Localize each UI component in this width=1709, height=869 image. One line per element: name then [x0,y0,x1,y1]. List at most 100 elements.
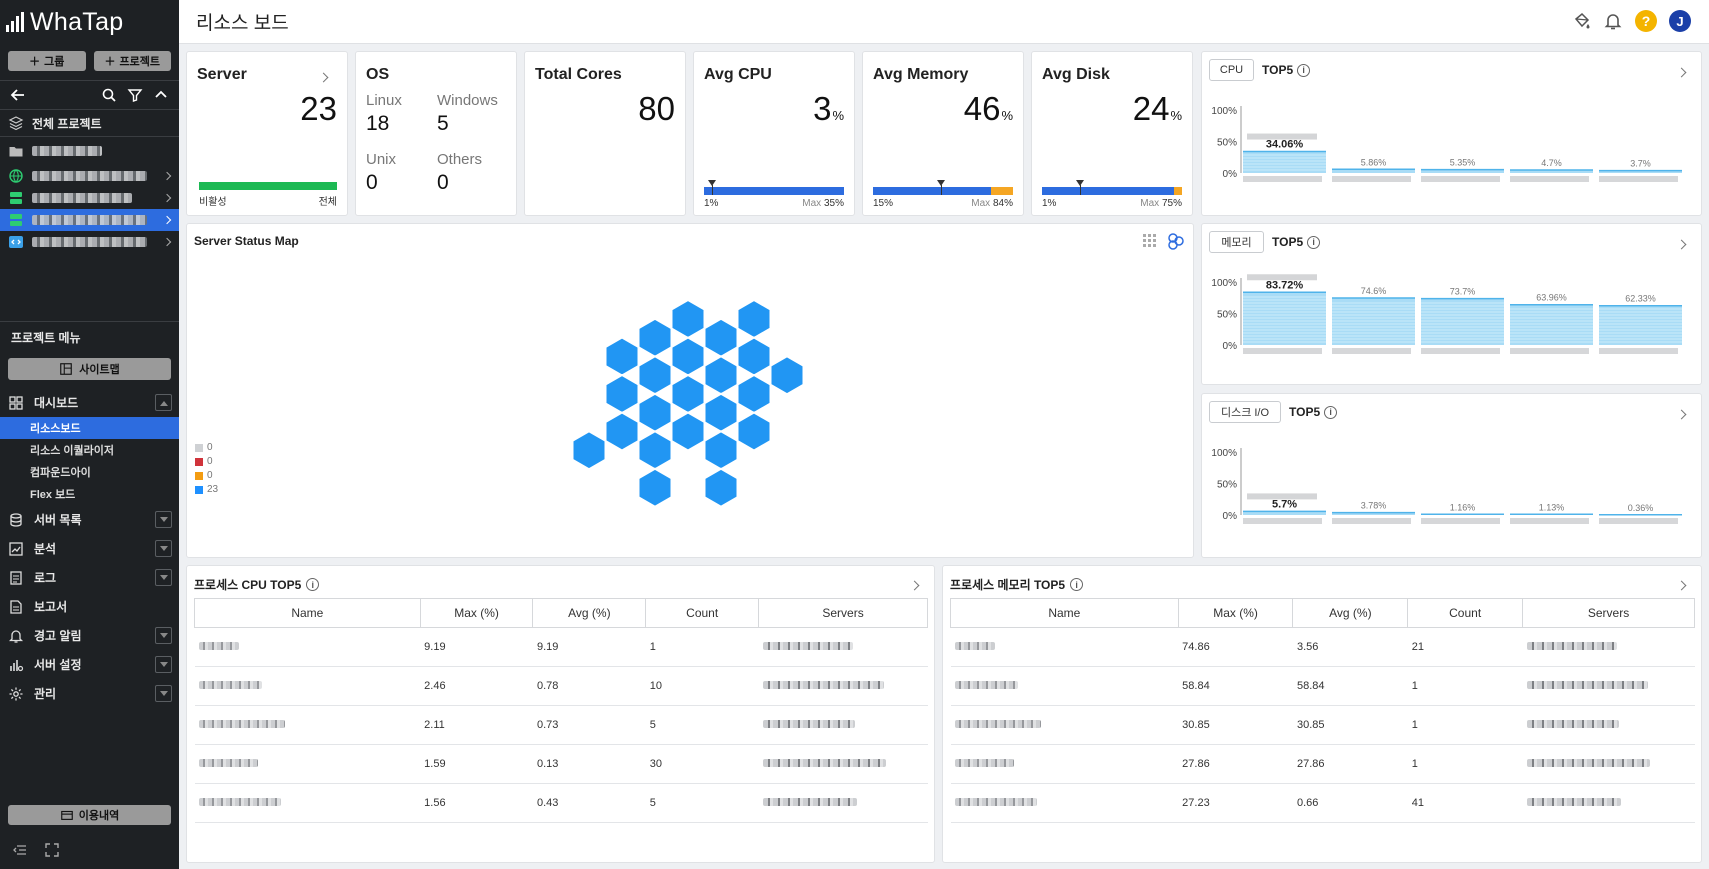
chevron-right-icon[interactable] [318,72,329,83]
server-hexagon[interactable] [703,392,739,433]
collapse-toggle[interactable] [155,394,172,411]
top5-bar[interactable] [1332,169,1415,173]
help-icon[interactable]: ? [1635,10,1657,32]
top5-bar[interactable] [1332,298,1415,345]
submenu-compound-eye[interactable]: 컴파운드아이 [30,467,91,479]
column-header[interactable]: Avg (%) [1292,598,1409,628]
add-group-button[interactable]: ＋ 그룹 [8,51,86,71]
server-hexagon[interactable] [736,298,772,340]
cpu-tag[interactable]: CPU [1209,59,1254,81]
top5-bar[interactable] [1243,151,1326,173]
table-row[interactable]: 1.56 0.43 5 [194,783,928,823]
expand-toggle[interactable] [155,511,172,528]
server-hexagon[interactable] [769,355,805,396]
project-item[interactable] [0,231,179,253]
column-header[interactable]: Max (%) [419,598,534,628]
server-hexagon[interactable] [703,355,739,396]
server-hexagon[interactable] [604,336,640,377]
info-icon[interactable]: i [1324,405,1338,419]
server-hexagon[interactable] [670,336,706,377]
sitemap-button[interactable]: 사이트맵 [8,358,171,380]
avatar[interactable]: J [1669,10,1691,32]
column-header[interactable]: Count [1407,598,1524,628]
server-hexagon[interactable] [670,373,706,415]
notification-bell-icon[interactable] [1603,11,1623,31]
server-hexagon[interactable] [604,411,640,452]
table-row[interactable]: 9.19 9.19 1 [194,627,928,667]
expand-toggle[interactable] [155,685,172,702]
add-project-button[interactable]: ＋ 프로젝트 [93,51,171,71]
menu-server-settings[interactable]: 서버 설정 [0,650,179,679]
table-row[interactable]: 27.86 27.86 1 [950,744,1695,784]
top5-bar[interactable] [1599,170,1682,173]
grid-view-icon[interactable] [1143,234,1157,248]
all-projects-item[interactable]: 전체 프로젝트 [0,109,179,137]
server-hexagon[interactable] [736,373,772,415]
server-hexagon[interactable] [703,317,739,358]
server-hexagon[interactable] [736,336,772,377]
submenu-resource-board[interactable]: 리소스보드 [0,417,179,439]
server-card[interactable]: Server 23 비활성 전체 [186,51,348,216]
hexagon-view-icon[interactable] [1167,232,1185,250]
table-row[interactable]: 2.46 0.78 10 [194,666,928,706]
menu-analysis[interactable]: 분석 [0,534,179,563]
table-row[interactable]: 1.59 0.13 30 [194,744,928,784]
expand-toggle[interactable] [155,540,172,557]
table-row[interactable]: 27.23 0.66 41 [950,783,1695,823]
server-hexagon[interactable] [703,430,739,471]
top5-bar[interactable] [1510,304,1593,345]
column-header[interactable]: Avg (%) [532,598,647,628]
chevron-right-icon[interactable] [909,580,920,591]
top5-bar[interactable] [1421,298,1504,345]
submenu-resource-equalizer[interactable]: 리소스 이퀄라이저 [30,445,115,457]
info-icon[interactable]: i [306,578,320,591]
server-hexagon[interactable] [637,355,673,396]
server-hexagon[interactable] [670,298,706,340]
collapse-sidebar-icon[interactable] [12,842,28,858]
info-icon[interactable]: i [1307,235,1321,249]
server-hexagon[interactable] [637,430,673,471]
menu-server-list[interactable]: 서버 목록 [0,505,179,534]
expand-toggle[interactable] [155,569,172,586]
chevron-right-icon[interactable] [1676,580,1687,591]
top5-bar[interactable] [1421,169,1504,173]
back-arrow-icon[interactable] [10,87,26,103]
submenu-flex-board[interactable]: Flex 보드 [30,489,76,501]
expand-toggle[interactable] [155,627,172,644]
server-hexagon[interactable] [670,411,706,452]
server-hexagon[interactable] [604,373,640,415]
server-hexagon[interactable] [571,430,607,471]
project-group-item[interactable] [0,137,179,165]
table-row[interactable]: 2.11 0.73 5 [194,705,928,745]
menu-log[interactable]: 로그 [0,563,179,592]
search-icon[interactable] [101,87,117,103]
server-hexagon[interactable] [703,467,739,508]
usage-button[interactable]: 이용내역 [8,805,171,825]
top5-bar[interactable] [1510,170,1593,173]
fullscreen-icon[interactable] [44,842,60,858]
chevron-up-icon[interactable] [153,87,169,103]
status-hex-map[interactable] [187,224,1195,559]
paint-bucket-icon[interactable] [1571,11,1591,31]
table-row[interactable]: 74.86 3.56 21 [950,627,1695,667]
info-icon[interactable]: i [1070,578,1084,591]
server-hexagon[interactable] [736,411,772,452]
project-item-selected[interactable] [0,209,179,231]
memory-tag[interactable]: 메모리 [1209,231,1264,253]
filter-icon[interactable] [127,87,143,103]
menu-alert[interactable]: 경고 알림 [0,621,179,650]
table-row[interactable]: 30.85 30.85 1 [950,705,1695,745]
expand-toggle[interactable] [155,656,172,673]
column-header[interactable]: Servers [758,598,928,628]
column-header[interactable]: Count [645,598,760,628]
cpu-top5-panel[interactable]: CPU TOP5 i 100% 50% 0% 34.06% 5.86% 5.35% 4.7% 3… [1201,51,1702,216]
memory-top5-panel[interactable]: 메모리 TOP5 i 100% 50% 0% 83.72% 74.6% 73.7% 63.96… [1201,223,1702,385]
column-header[interactable]: Servers [1522,598,1695,628]
server-hexagon[interactable] [637,317,673,358]
column-header[interactable]: Name [194,598,421,628]
column-header[interactable]: Name [950,598,1179,628]
top5-bar[interactable] [1243,511,1326,515]
server-hexagon[interactable] [637,467,673,508]
disk-io-tag[interactable]: 디스크 I/O [1209,401,1281,423]
project-item[interactable] [0,187,179,209]
